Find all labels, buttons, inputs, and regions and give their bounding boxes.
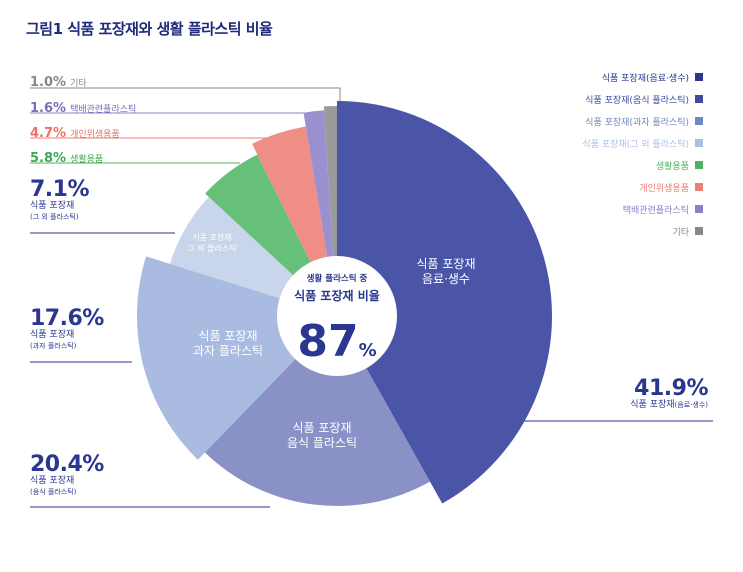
label-other-food-pct: 7.1% [30,177,90,202]
legend-item: 식품 포장재(과자 플라스틱) [483,110,703,132]
label-etc: 1.0% 기타 [30,71,87,90]
legend-label: 기타 [672,227,689,238]
label-household-pct: 5.8% [30,151,67,166]
center-value: 87% [297,316,376,367]
label-household: 5.8% 생활용품 [30,147,103,166]
label-beverage-pct: 41.9% [634,376,708,401]
label-beverage-sub1: 식품 포장재 [630,400,675,410]
slice-label-food: 음식 플라스틱 [287,436,357,450]
slice-label-other-food: 식품 포장재 [192,232,231,242]
label-food-sub2: (음식 플라스틱) [30,487,77,496]
label-other-food: 7.1% 식품 포장재 (그 외 플라스틱) [30,177,90,222]
legend-item: 식품 포장재(그 외 플라스틱) [483,132,703,154]
label-other-food-sub1: 식품 포장재 [30,201,75,211]
slice-label-snack: 과자 플라스틱 [193,344,263,358]
slice-food [204,316,431,506]
legend-swatch [695,73,703,81]
label-delivery-pct: 1.6% [30,101,67,116]
label-snack-sub2: (과자 플라스틱) [30,341,77,350]
legend-label: 식품 포장재(음식 플라스틱) [585,95,689,106]
label-food-sub1: 식품 포장재 [30,476,75,486]
legend-item: 택배관련플라스틱 [483,198,703,220]
legend-item: 기타 [483,220,703,242]
legend-item: 개인위생용품 [483,176,703,198]
legend-swatch [695,205,703,213]
label-delivery: 1.6% 택배관련플라스틱 [30,97,136,116]
label-snack: 17.6% 식품 포장재 (과자 플라스틱) [30,308,104,351]
legend-swatch [695,117,703,125]
center-circle [277,256,397,376]
center-line2: 식품 포장재 비율 [294,288,380,303]
slice-label-snack: 식품 포장재 [198,329,257,343]
legend-label: 개인위생용품 [639,183,689,194]
label-snack-sub1: 식품 포장재 [30,330,75,340]
label-food: 20.4% 식품 포장재 (음식 플라스틱) [30,454,104,497]
label-etc-pct: 1.0% [30,75,67,90]
legend: 식품 포장재(음료·생수) 식품 포장재(음식 플라스틱) 식품 포장재(과자 플라… [483,66,703,242]
legend-item: 식품 포장재(음식 플라스틱) [483,88,703,110]
legend-item: 생활용품 [483,154,703,176]
legend-item: 식품 포장재(음료·생수) [483,66,703,88]
legend-label: 식품 포장재(음료·생수) [601,73,689,84]
label-hygiene: 4.7% 개인위생용품 [30,122,120,141]
legend-label: 식품 포장재(과자 플라스틱) [585,117,689,128]
slice-beverage [337,101,552,504]
label-beverage-sub: 식품 포장재(음료·생수) [608,400,708,412]
legend-swatch [695,161,703,169]
slice-label-food: 식품 포장재 [292,421,351,435]
label-other-food-sub2: (그 외 플라스틱) [30,212,79,221]
legend-swatch [695,139,703,147]
label-food-pct: 20.4% [30,452,104,477]
legend-label: 생활용품 [655,161,689,172]
legend-swatch [695,95,703,103]
chart-title: 그림1 식품 포장재와 생활 플라스틱 비율 [26,20,273,38]
legend-swatch [695,227,703,235]
legend-label: 택배관련플라스틱 [622,205,689,216]
label-beverage-sub2: (음료·생수) [674,401,708,409]
label-snack-pct: 17.6% [30,306,104,331]
slice-label-other-food: 그 외 플라스틱 [187,243,236,253]
label-hygiene-pct: 4.7% [30,126,67,141]
center-value-unit: % [359,340,377,361]
legend-label: 식품 포장재(그 외 플라스틱) [582,139,689,150]
slice-label-beverage: 음료·생수 [422,272,470,286]
center-line1: 생활 플라스틱 중 [307,273,368,284]
label-etc-name: 기타 [70,79,87,89]
label-beverage: 41.9% 식품 포장재(음료·생수) [608,378,708,412]
label-delivery-name: 택배관련플라스틱 [70,105,137,115]
label-household-name: 생활용품 [70,155,104,165]
slice-label-beverage: 식품 포장재 [416,257,475,271]
label-hygiene-name: 개인위생용품 [70,130,120,140]
legend-swatch [695,183,703,191]
center-value-number: 87 [297,316,358,367]
